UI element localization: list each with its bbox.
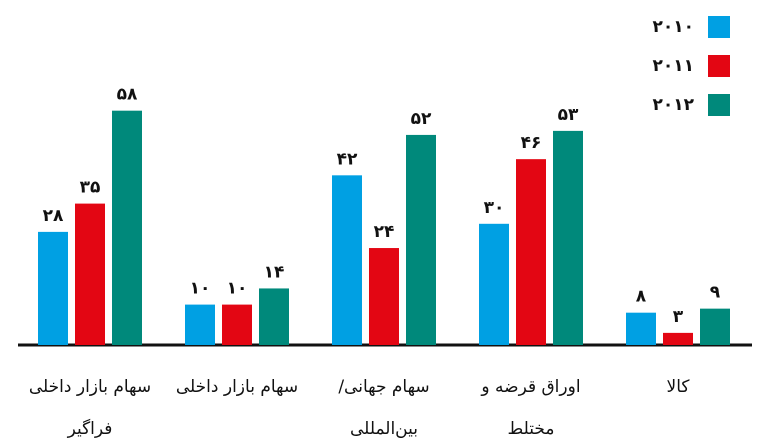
legend-label: ۲۰۱۰ [652,17,694,37]
bar [479,223,509,345]
value-label: ۲۴ [374,222,395,242]
value-label: ۲۸ [43,206,64,226]
bar [369,248,399,345]
bar [700,308,730,345]
value-label: ۹ [710,283,721,303]
value-label: ۳۰ [484,198,505,218]
value-label: ۵۸ [117,85,138,105]
legend-label: ۲۰۱۲ [652,95,694,115]
bar [406,134,436,345]
value-label: ۵۳ [558,105,579,125]
bar [185,304,215,345]
x-tick-label: اوراق قرضه و مختلط [481,377,581,439]
value-label: ۴۲ [337,149,358,169]
legend-swatch [708,16,730,38]
value-label: ۵۲ [411,109,432,129]
bar [663,332,693,345]
legend-label: ۲۰۱۱ [652,56,694,76]
legend-swatch [708,55,730,77]
value-label: ۸ [636,287,647,307]
value-label: ۱۴ [264,262,285,282]
x-tick-label: سهام بازار داخلی [175,377,299,397]
value-label: ۴۶ [521,133,542,153]
x-tick-label: کالا [666,377,690,397]
bar [38,231,68,345]
bar [332,175,362,345]
bar [516,159,546,345]
x-tick-label: سهام بازار داخلی فراگیر [28,377,152,439]
value-label: ۳۵ [80,178,101,198]
bar [626,312,656,345]
bar [222,304,252,345]
value-label: ۱۰ [227,279,248,299]
x-tick-label: سهام جهانی/ بین‌المللی [338,377,430,439]
bar [112,110,142,346]
value-label: ۱۰ [190,279,211,299]
value-label: ۳ [673,307,684,327]
bar [553,130,583,345]
legend-swatch [708,94,730,116]
bar [259,288,289,345]
bar [75,203,105,345]
